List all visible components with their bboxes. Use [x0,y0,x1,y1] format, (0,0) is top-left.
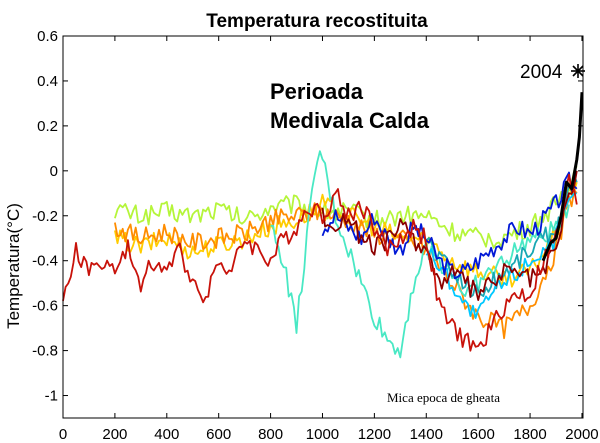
chart-title: Temperatura recostituita [206,11,428,32]
series-line-aquamarine [270,150,570,359]
x-tick-label: 0 [59,426,67,443]
y-tick-label: 0 [50,163,58,180]
annotation-little-ice-age: Mica epoca de gheata [387,390,500,405]
series-line-dark-red [62,173,578,352]
y-axis-label: Temperatura(°C) [4,203,23,329]
annotation-warm-period-line2: Medivala Calda [270,108,430,133]
plot-area [62,35,584,419]
y-tick-label: 0.2 [37,118,58,135]
y-tick-label: -0.2 [32,208,58,225]
series-layer [62,92,584,359]
x-tick-label: 400 [154,426,179,443]
x-tick-label: 600 [206,426,231,443]
x-tick-label: 800 [258,426,283,443]
x-tick-label: 1200 [358,426,391,443]
y-tick-label: 0.4 [37,73,58,90]
series-line-yellow-green [114,165,578,249]
series-line-blue [321,171,578,280]
x-tick-label: 1400 [410,426,443,443]
y-tick-label: 0.6 [37,28,58,45]
x-tick-label: 1600 [461,426,494,443]
x-axis-ticks: 0 200 400 600 800 1000 1200 1400 1600 1800 2000 [59,36,599,443]
series-line-instrumental [541,92,584,262]
series-line-orange [114,188,578,340]
annotation-warm-period-line1: Perioada [270,79,364,104]
x-tick-label: 2000 [565,426,598,443]
x-tick-label: 1000 [306,426,339,443]
series-line-maroon [321,170,578,302]
y-axis-ticks: 0.6 0.4 0.2 0 -0.2 -0.4 -0.6 -0.8 -1 [32,28,583,405]
x-tick-label: 1800 [513,426,546,443]
annotation-2004: 2004 [520,62,563,83]
y-tick-label: -0.8 [32,343,58,360]
x-tick-label: 200 [102,426,127,443]
y-tick-label: -0.4 [32,253,58,270]
star-icon [571,64,585,78]
y-tick-label: -0.6 [32,298,58,315]
y-tick-label: -1 [45,388,58,405]
